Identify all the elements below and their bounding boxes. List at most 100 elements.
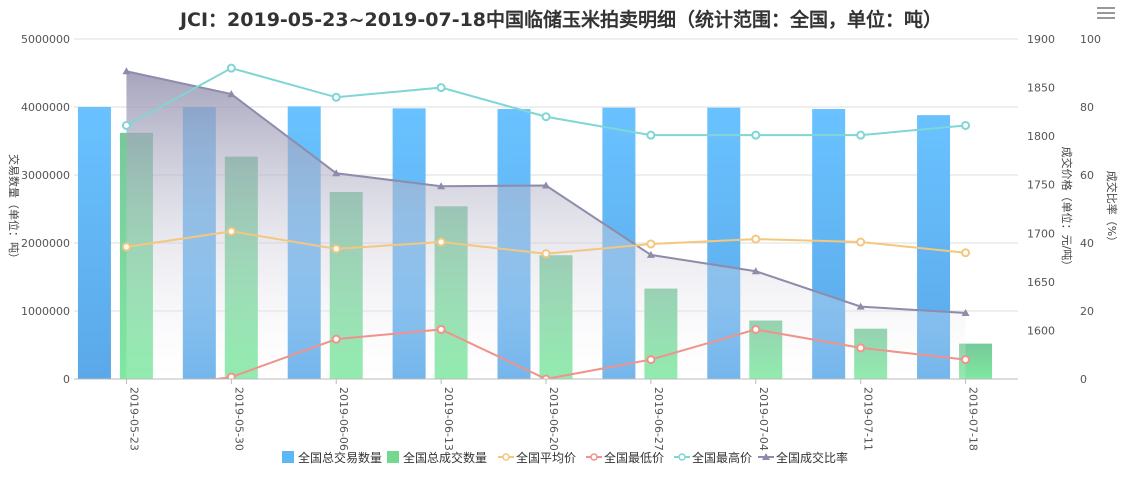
ratio-point[interactable] [227,90,236,98]
ratio-point[interactable] [437,182,446,190]
y-ratio-tick-label: 80 [1080,101,1094,114]
legend-label: 全国最高价 [692,450,752,465]
x-tick-label: 2019-05-23 [127,387,140,451]
y-left-tick-label: 3000000 [21,169,70,182]
ratio-point[interactable] [856,302,865,310]
price-point[interactable] [751,324,761,334]
x-tick-label: 2019-06-13 [442,387,455,451]
price-point[interactable] [961,248,971,258]
y-price-tick-label: 1700 [1027,227,1055,240]
y-left-tick-label: 5000000 [21,33,70,46]
x-tick-label: 2019-07-04 [757,387,770,451]
legend-label: 全国总成交数量 [403,450,487,465]
price-point[interactable] [436,237,446,247]
legend-label: 全国总交易数量 [298,450,382,465]
menu-icon-bar [1097,7,1115,9]
y-axis-ratio-title: 成交比率（%） [1105,171,1119,247]
price-point[interactable] [856,343,866,353]
bar-total[interactable] [77,107,111,379]
legend-marker [678,453,686,461]
y-price-tick-label: 1650 [1027,276,1055,289]
price-point[interactable] [541,374,551,383]
ratio-point[interactable] [332,169,341,177]
price-point[interactable] [226,226,236,236]
price-point[interactable] [226,372,236,381]
ratio-area-fill [126,71,966,380]
price-point[interactable] [646,239,656,249]
price-point[interactable] [121,120,131,130]
price-point[interactable] [646,130,656,140]
axes: 0 1000000 2000000 3000000 4000000 5000000 1600… [21,33,1101,451]
legend-label: 全国最低价 [604,450,664,465]
ratio-point[interactable] [646,250,655,258]
price-point[interactable] [961,120,971,130]
y-price-tick-label: 1750 [1027,179,1055,192]
legend-item[interactable]: 全国最高价 [674,450,752,465]
legend-item[interactable]: 全国平均价 [498,450,576,465]
legend-marker [502,453,510,461]
chart-title: JCI：2019-05-23~2019-07-18中国临储玉米拍卖明细（统计范围… [178,8,942,31]
price-point[interactable] [436,324,446,334]
x-tick-label: 2019-06-27 [652,387,665,451]
price-point[interactable] [331,92,341,102]
y-left-tick-label: 0 [63,373,70,386]
legend-label: 全国平均价 [516,450,576,465]
x-tick-label: 2019-07-18 [967,387,980,451]
legend-item[interactable]: 全国最低价 [586,450,664,465]
menu-icon-bar [1097,17,1115,19]
legend-item[interactable]: 全国总交易数量 [282,450,382,465]
price-series [208,324,971,383]
y-axis-left-title: 交易数量（单位：吨） [7,154,21,264]
x-tick-label: 2019-07-11 [862,387,875,451]
y-ratio-tick-label: 60 [1080,169,1094,182]
x-tick-label: 2019-06-20 [547,387,560,451]
y-left-tick-label: 1000000 [21,305,70,318]
y-ratio-tick-label: 100 [1080,33,1101,46]
price-point[interactable] [856,237,866,247]
x-tick-label: 2019-06-06 [337,387,350,451]
price-point[interactable] [331,334,341,344]
legend-label: 全国成交比率 [776,450,848,465]
price-point[interactable] [541,249,551,259]
y-left-tick-label: 2000000 [21,237,70,250]
price-point[interactable] [226,63,236,73]
y-price-tick-label: 1850 [1027,82,1055,95]
legend-marker [590,453,598,461]
ratio-point[interactable] [122,67,131,75]
menu-icon-bar [1097,12,1115,14]
y-ratio-tick-label: 0 [1080,373,1087,386]
x-tick-label: 2019-05-30 [232,387,245,451]
price-point[interactable] [646,355,656,365]
ratio-point[interactable] [542,181,550,189]
legend-swatch [282,451,294,463]
y-axis-price-title: 成交价格（单位：元/吨） [1060,147,1074,272]
price-point[interactable] [751,130,761,140]
y-price-tick-label: 1900 [1027,33,1055,46]
legend: 全国总交易数量 全国总成交数量 全国平均价 全国最低价 全国最高价 全国成交比率 [282,450,848,465]
price-line [208,328,966,379]
legend-swatch [387,451,399,463]
price-point[interactable] [751,234,761,244]
price-series [121,226,971,259]
price-point[interactable] [541,112,551,122]
line-series [121,63,971,383]
price-point[interactable] [856,130,866,140]
ratio-point[interactable] [751,267,760,275]
y-price-tick-label: 1600 [1027,324,1055,337]
price-point[interactable] [121,242,131,252]
legend-item[interactable]: 全国成交比率 [758,450,848,465]
y-ratio-tick-label: 20 [1080,305,1094,318]
area-series [122,67,970,380]
legend-marker [762,453,770,460]
menu-icon[interactable] [1097,4,1115,20]
y-price-tick-label: 1800 [1027,130,1055,143]
y-ratio-tick-label: 40 [1080,237,1094,250]
ratio-point[interactable] [961,309,970,317]
y-left-tick-label: 4000000 [21,101,70,114]
legend-item[interactable]: 全国总成交数量 [387,450,487,465]
price-series [121,63,971,140]
price-point[interactable] [331,244,341,254]
price-point[interactable] [436,83,446,93]
price-point[interactable] [961,355,971,365]
